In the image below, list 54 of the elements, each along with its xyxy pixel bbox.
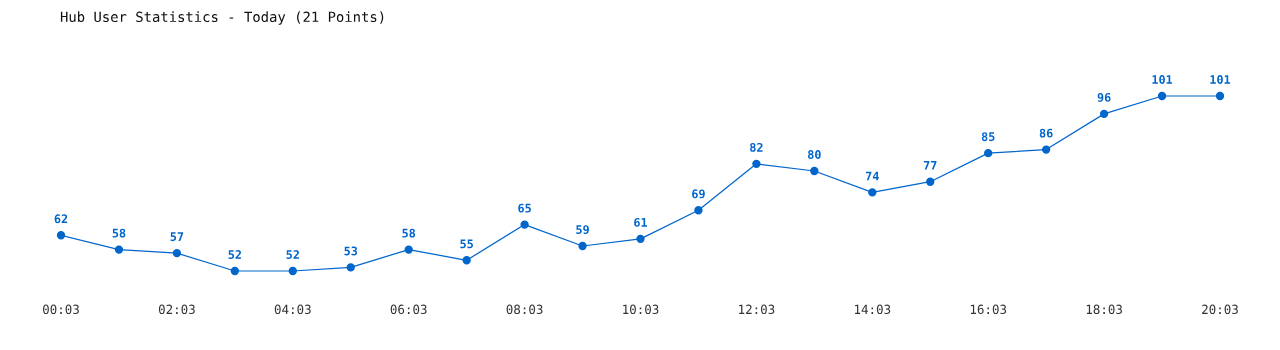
data-label: 59: [576, 225, 589, 235]
data-label: 58: [402, 228, 416, 238]
data-label: 86: [1039, 128, 1053, 138]
point: [984, 148, 993, 158]
chart-title: Hub User Statistics - Today (21 Points): [60, 11, 384, 25]
point: [1157, 91, 1167, 101]
x-tick-label: 16:03: [970, 304, 1007, 315]
point: [1041, 145, 1051, 154]
data-label: 74: [865, 171, 879, 181]
data-label: 101: [1210, 75, 1231, 84]
point: [810, 166, 819, 176]
point: [56, 231, 66, 240]
point: [694, 206, 703, 215]
point: [462, 256, 471, 265]
point: [404, 245, 413, 254]
data-label: 101: [1152, 75, 1173, 84]
data-label: 61: [634, 217, 648, 227]
x-tick-label: 02:03: [158, 304, 195, 315]
data-label: 52: [228, 250, 241, 259]
data-label: 80: [807, 150, 821, 159]
x-tick-label: 18:03: [1086, 304, 1122, 315]
point: [288, 266, 297, 276]
data-label: 53: [344, 246, 358, 256]
data-label: 65: [518, 203, 531, 213]
point: [520, 220, 529, 229]
data-label: 77: [923, 160, 937, 170]
point: [172, 248, 182, 258]
data-label: 52: [286, 250, 299, 259]
data-label: 69: [692, 189, 705, 199]
point: [346, 263, 355, 272]
data-label: 62: [54, 214, 68, 224]
x-tick-label: 12:03: [739, 304, 775, 315]
x-tick-label: 00:03: [43, 304, 79, 315]
x-tick-label: 04:03: [274, 304, 311, 315]
x-tick-label: 14:03: [854, 304, 891, 315]
data-label: 58: [112, 228, 126, 238]
data-label: 82: [750, 142, 763, 152]
point: [636, 234, 645, 244]
point: [1215, 91, 1225, 101]
x-tick-label: 08:03: [506, 304, 543, 315]
x-tick-label: 20:03: [1202, 304, 1238, 315]
point: [868, 188, 877, 197]
point: [230, 266, 240, 276]
data-label: 85: [981, 132, 995, 142]
point: [926, 177, 935, 186]
data-label: 57: [170, 232, 184, 242]
point: [752, 159, 761, 169]
data-label: 96: [1097, 92, 1111, 102]
x-tick-label: 06:03: [390, 304, 427, 315]
data-label: 55: [460, 239, 473, 249]
x-tick-label: 10:03: [623, 304, 659, 315]
point: [114, 245, 124, 254]
point: [1099, 109, 1109, 119]
point: [578, 241, 587, 251]
